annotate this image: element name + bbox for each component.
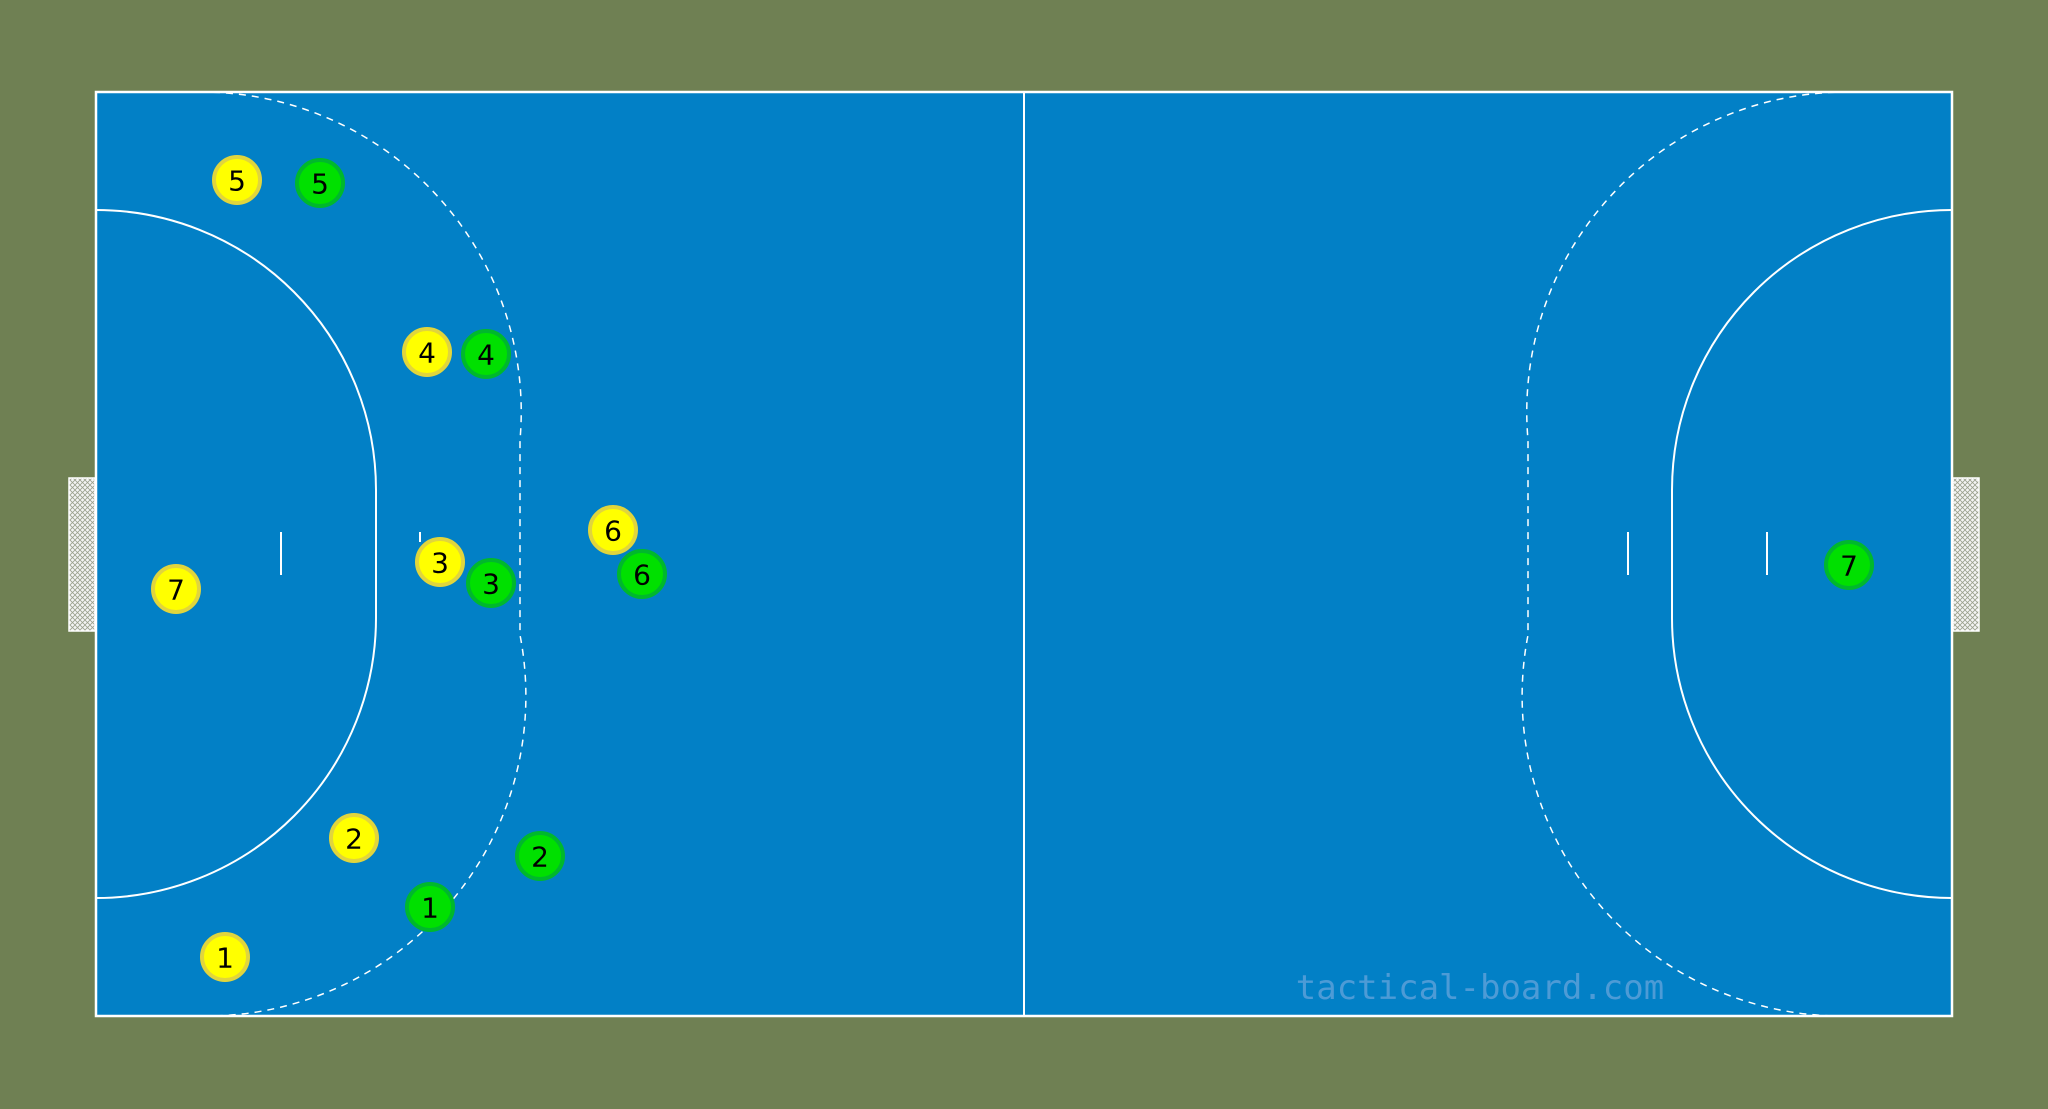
left-goal	[68, 477, 96, 632]
player-number: 3	[482, 568, 500, 601]
player-number: 2	[531, 841, 549, 874]
player-number: 4	[477, 339, 495, 372]
player-disc	[212, 155, 262, 205]
player-token[interactable]: 5	[212, 155, 262, 205]
player-disc	[329, 813, 379, 863]
player-number: 4	[418, 337, 436, 370]
players-layer: 5 5 4 4 6 6 3 3 7 7 2 2 1 1	[151, 155, 1874, 982]
player-token[interactable]: 6	[588, 505, 638, 555]
player-token[interactable]: 7	[151, 564, 201, 614]
player-token[interactable]: 5	[295, 158, 345, 208]
player-disc	[405, 882, 455, 932]
player-disc	[415, 537, 465, 587]
player-number: 5	[228, 165, 246, 198]
player-disc	[617, 549, 667, 599]
left-free-throw-line	[199, 91, 527, 1017]
player-number: 3	[431, 547, 449, 580]
player-token[interactable]: 1	[405, 882, 455, 932]
player-token[interactable]: 3	[466, 558, 516, 608]
right-goal	[1952, 477, 1980, 632]
player-number: 5	[311, 168, 329, 201]
player-token[interactable]: 4	[402, 327, 452, 377]
player-number: 7	[1840, 550, 1858, 583]
player-token[interactable]: 4	[461, 329, 511, 379]
player-token[interactable]: 3	[415, 537, 465, 587]
player-disc	[295, 158, 345, 208]
player-disc	[461, 329, 511, 379]
player-token[interactable]: 2	[329, 813, 379, 863]
right-goal-area-line	[1671, 209, 1953, 899]
player-disc	[466, 558, 516, 608]
watermark-text: tactical-board.com	[1296, 968, 1664, 1008]
player-number: 2	[345, 823, 363, 856]
player-disc	[200, 932, 250, 982]
player-token[interactable]: 2	[515, 831, 565, 881]
right-free-throw-line	[1521, 91, 1849, 1017]
player-disc	[588, 505, 638, 555]
player-number: 1	[216, 942, 234, 975]
player-disc	[1824, 540, 1874, 590]
left-goal-area-line	[95, 209, 377, 899]
player-token[interactable]: 6	[617, 549, 667, 599]
player-token[interactable]: 7	[1824, 540, 1874, 590]
player-disc	[151, 564, 201, 614]
player-disc	[515, 831, 565, 881]
player-number: 6	[604, 515, 622, 548]
player-disc	[402, 327, 452, 377]
player-number: 1	[421, 892, 439, 925]
player-number: 7	[167, 574, 185, 607]
player-number: 6	[633, 559, 651, 592]
player-token[interactable]: 1	[200, 932, 250, 982]
